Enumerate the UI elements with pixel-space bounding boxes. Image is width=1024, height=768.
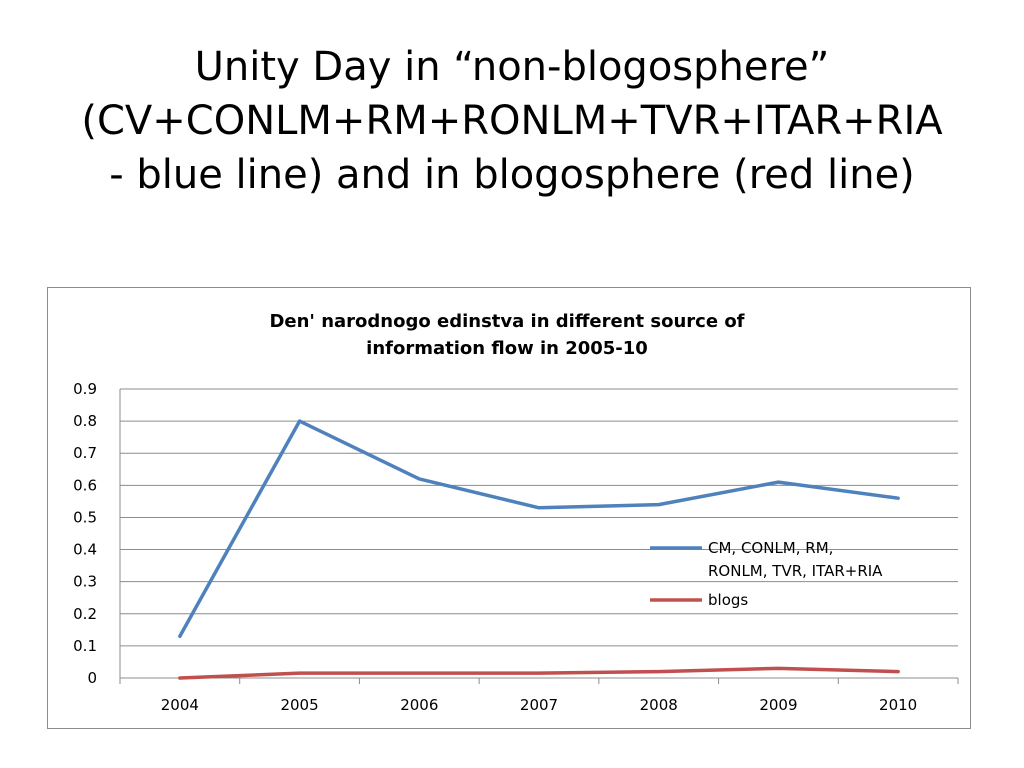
- y-tick-label: 0.3: [73, 573, 97, 591]
- axes: 0 0.1 0.2 0.3 0.4 0.5 0.6 0.7 0.8 0.9 2004 2005 2006…: [73, 380, 959, 714]
- x-tick-label: 2009: [759, 696, 797, 714]
- x-tick-label: 2005: [280, 696, 318, 714]
- legend: CM, CONLM, RM, RONLM, TVR, ITAR+RIA blogs: [650, 539, 883, 609]
- y-tick-label: 0.7: [73, 444, 97, 462]
- chart-title-line-2: information flow in 2005-10: [366, 338, 648, 359]
- slide-title-line-3: - blue line) and in blogosphere (red lin…: [109, 152, 915, 198]
- slide-title-line-1: Unity Day in “non-blogosphere”: [194, 44, 830, 90]
- series-lines: [178, 419, 900, 680]
- chart-title-line-1: Den' narodnogo edinstva in different sou…: [269, 311, 744, 332]
- chart-frame: [47, 287, 971, 729]
- legend-label-1: CM, CONLM, RM,: [708, 539, 833, 557]
- y-tick-label: 0: [87, 669, 97, 687]
- y-tick-label: 0.6: [73, 476, 97, 494]
- x-tick-label: 2004: [161, 696, 199, 714]
- y-tick-label: 0.8: [73, 412, 97, 430]
- y-tick-label: 0.1: [73, 637, 97, 655]
- y-tick-label: 0.9: [73, 380, 97, 398]
- y-tick-label: 0.4: [73, 541, 97, 559]
- x-tick-label: 2008: [640, 696, 678, 714]
- legend-label-2: blogs: [708, 591, 748, 609]
- slide-title-line-2: (CV+CONLM+RM+RONLM+TVR+ITAR+RIA: [81, 98, 943, 144]
- slide-title: Unity Day in “non-blogosphere” (CV+CONLM…: [20, 40, 1004, 202]
- x-tick-label: 2006: [400, 696, 438, 714]
- y-tick-label: 0.2: [73, 605, 97, 623]
- legend-label-1: RONLM, TVR, ITAR+RIA: [708, 562, 883, 580]
- gridlines: [120, 388, 958, 647]
- x-tick-label: 2007: [520, 696, 558, 714]
- x-tick-label: 2010: [879, 696, 917, 714]
- y-tick-label: 0.5: [73, 508, 97, 526]
